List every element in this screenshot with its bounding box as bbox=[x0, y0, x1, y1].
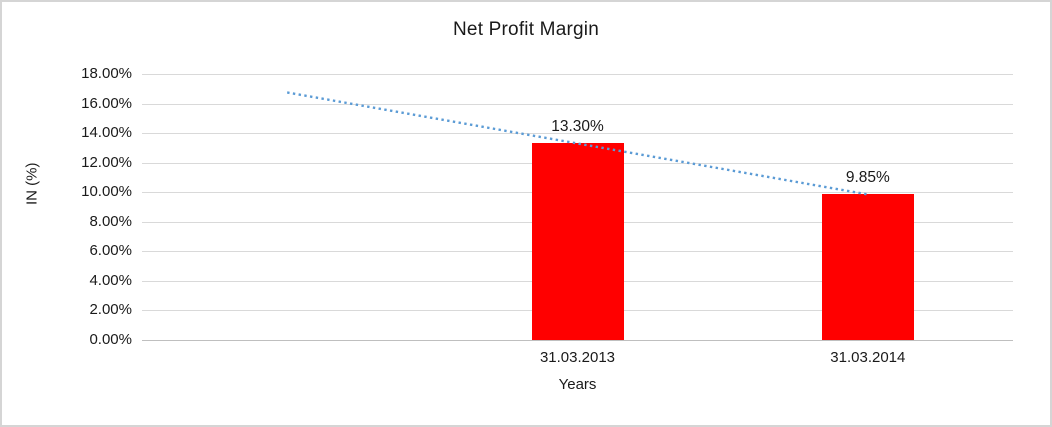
x-axis-title: Years bbox=[558, 376, 597, 393]
plot-area bbox=[142, 74, 1013, 341]
gridline bbox=[142, 74, 1013, 75]
y-tick-label: 12.00% bbox=[81, 153, 132, 171]
bar bbox=[531, 143, 624, 340]
y-tick-label: 16.00% bbox=[81, 94, 132, 112]
x-tick-label: 31.03.2013 bbox=[539, 349, 616, 366]
gridline bbox=[142, 340, 1013, 341]
y-tick-label: 18.00% bbox=[81, 65, 132, 82]
y-axis-title-text: IN (%) bbox=[23, 162, 41, 206]
y-tick-label: 2.00% bbox=[89, 301, 132, 319]
bar-data-label: 13.30% bbox=[551, 118, 604, 136]
y-tick-label: 6.00% bbox=[89, 242, 132, 260]
y-tick-label: 8.00% bbox=[89, 212, 132, 230]
chart-title: Net Profit Margin bbox=[453, 19, 599, 40]
gridline bbox=[142, 103, 1013, 105]
bar-data-label: 9.85% bbox=[845, 169, 890, 187]
x-tick-label: 31.03.2014 bbox=[830, 349, 906, 366]
y-tick-label: 4.00% bbox=[89, 271, 132, 289]
y-tick-label: 10.00% bbox=[81, 183, 132, 201]
y-tick-label: 0.00% bbox=[89, 331, 132, 348]
bar bbox=[821, 194, 914, 340]
y-tick-label: 14.00% bbox=[81, 124, 132, 142]
